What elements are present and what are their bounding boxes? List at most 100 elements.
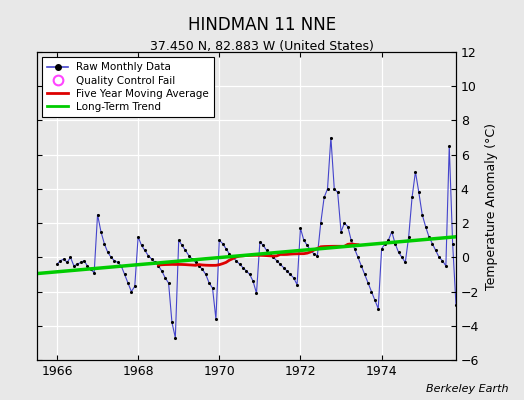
Point — [438, 258, 446, 264]
Point — [370, 297, 379, 303]
Point — [445, 143, 453, 149]
Point — [337, 228, 345, 235]
Point — [154, 263, 162, 269]
Point — [151, 259, 159, 266]
Point — [134, 234, 143, 240]
Point — [191, 259, 200, 266]
Point — [90, 270, 99, 276]
Point — [320, 194, 329, 201]
Point — [73, 261, 81, 267]
Point — [242, 268, 250, 274]
Point — [442, 263, 450, 269]
Text: HINDMAN 11 NNE: HINDMAN 11 NNE — [188, 16, 336, 34]
Point — [269, 254, 278, 260]
Point — [411, 168, 420, 175]
Point — [202, 271, 210, 278]
Point — [235, 261, 244, 267]
Point — [381, 240, 389, 247]
Point — [286, 271, 294, 278]
Point — [188, 256, 196, 262]
Point — [117, 263, 125, 269]
Point — [351, 246, 359, 252]
Point — [215, 237, 223, 244]
Point — [141, 247, 149, 254]
Point — [354, 254, 362, 260]
Point — [232, 258, 241, 264]
Point — [452, 302, 460, 308]
Point — [198, 266, 206, 272]
Point — [272, 258, 281, 264]
Point — [256, 239, 264, 245]
Point — [283, 268, 291, 274]
Point — [222, 246, 230, 252]
Point — [377, 246, 386, 252]
Point — [401, 259, 409, 266]
Point — [246, 271, 254, 278]
Point — [147, 256, 156, 262]
Point — [181, 247, 190, 254]
Point — [212, 316, 220, 322]
Point — [435, 254, 443, 260]
Point — [252, 290, 260, 296]
Point — [209, 285, 217, 291]
Point — [100, 240, 108, 247]
Point — [161, 275, 169, 281]
Point — [228, 254, 237, 260]
Point — [347, 237, 355, 244]
Point — [168, 319, 176, 326]
Point — [205, 280, 213, 286]
Point — [384, 237, 392, 244]
Point — [165, 280, 173, 286]
Point — [97, 228, 105, 235]
Point — [323, 186, 332, 192]
Point — [56, 258, 64, 264]
Point — [310, 251, 318, 257]
Point — [121, 271, 129, 278]
Point — [300, 237, 308, 244]
Point — [53, 261, 61, 267]
Point — [67, 254, 75, 260]
Point — [83, 263, 92, 269]
Legend: Raw Monthly Data, Quality Control Fail, Five Year Moving Average, Long-Term Tren: Raw Monthly Data, Quality Control Fail, … — [42, 57, 214, 117]
Text: 37.450 N, 82.883 W (United States): 37.450 N, 82.883 W (United States) — [150, 40, 374, 53]
Point — [405, 234, 413, 240]
Point — [263, 247, 271, 254]
Point — [219, 240, 227, 247]
Point — [249, 278, 257, 284]
Point — [77, 259, 85, 266]
Point — [307, 247, 315, 254]
Point — [330, 186, 339, 192]
Point — [428, 240, 436, 247]
Point — [279, 264, 288, 271]
Point — [70, 263, 78, 269]
Point — [313, 252, 322, 259]
Point — [124, 280, 132, 286]
Point — [414, 189, 423, 196]
Point — [316, 220, 325, 226]
Point — [432, 247, 440, 254]
Point — [60, 256, 68, 262]
Point — [455, 297, 464, 303]
Point — [130, 283, 139, 290]
Point — [104, 249, 112, 256]
Point — [408, 194, 416, 201]
Point — [398, 254, 406, 260]
Point — [391, 240, 399, 247]
Point — [367, 288, 376, 295]
Point — [93, 211, 102, 218]
Point — [374, 306, 383, 312]
Point — [158, 268, 166, 274]
Point — [449, 240, 457, 247]
Point — [114, 259, 122, 266]
Point — [195, 263, 203, 269]
Point — [259, 242, 267, 248]
Point — [86, 266, 95, 272]
Point — [340, 220, 348, 226]
Y-axis label: Temperature Anomaly (°C): Temperature Anomaly (°C) — [485, 122, 498, 290]
Point — [174, 237, 183, 244]
Point — [266, 251, 274, 257]
Point — [418, 211, 427, 218]
Point — [388, 228, 396, 235]
Point — [225, 251, 234, 257]
Point — [333, 189, 342, 196]
